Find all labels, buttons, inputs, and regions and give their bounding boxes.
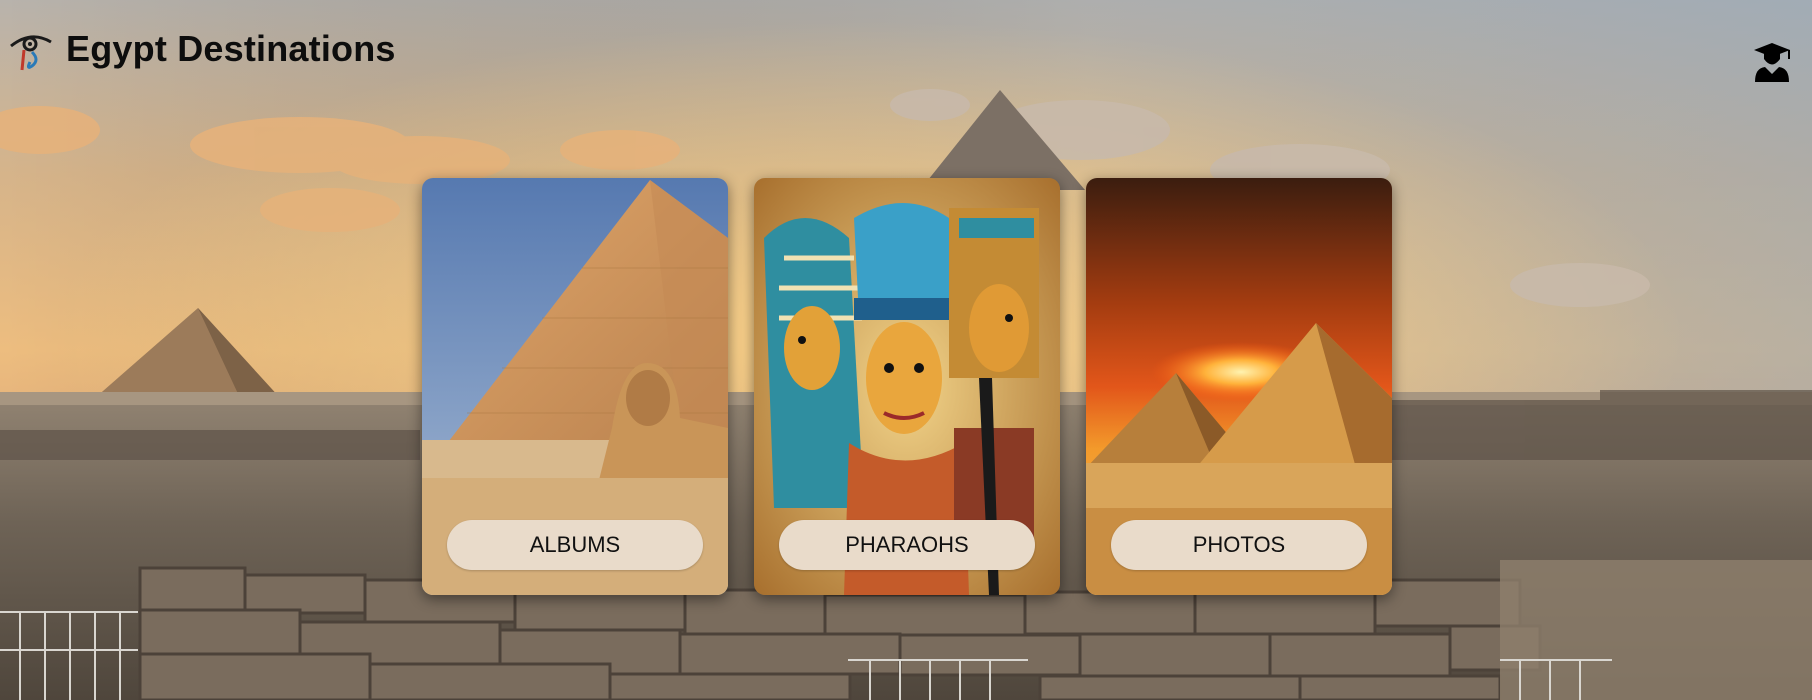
pharaohs-button[interactable]: PHARAOHS	[779, 520, 1035, 570]
graduate-user-icon[interactable]	[1753, 42, 1791, 82]
eye-of-ra-logo-icon[interactable]	[8, 26, 54, 72]
card-photos[interactable]: PHOTOS	[1086, 178, 1392, 595]
card-albums[interactable]: ALBUMS	[422, 178, 728, 595]
category-cards: ALBUMS	[422, 178, 1392, 596]
top-header: Egypt Destinations	[0, 0, 1812, 100]
card-pharaohs[interactable]: PHARAOHS	[754, 178, 1060, 595]
albums-button[interactable]: ALBUMS	[447, 520, 703, 570]
photos-button[interactable]: PHOTOS	[1111, 520, 1367, 570]
site-title: Egypt Destinations	[66, 28, 396, 69]
